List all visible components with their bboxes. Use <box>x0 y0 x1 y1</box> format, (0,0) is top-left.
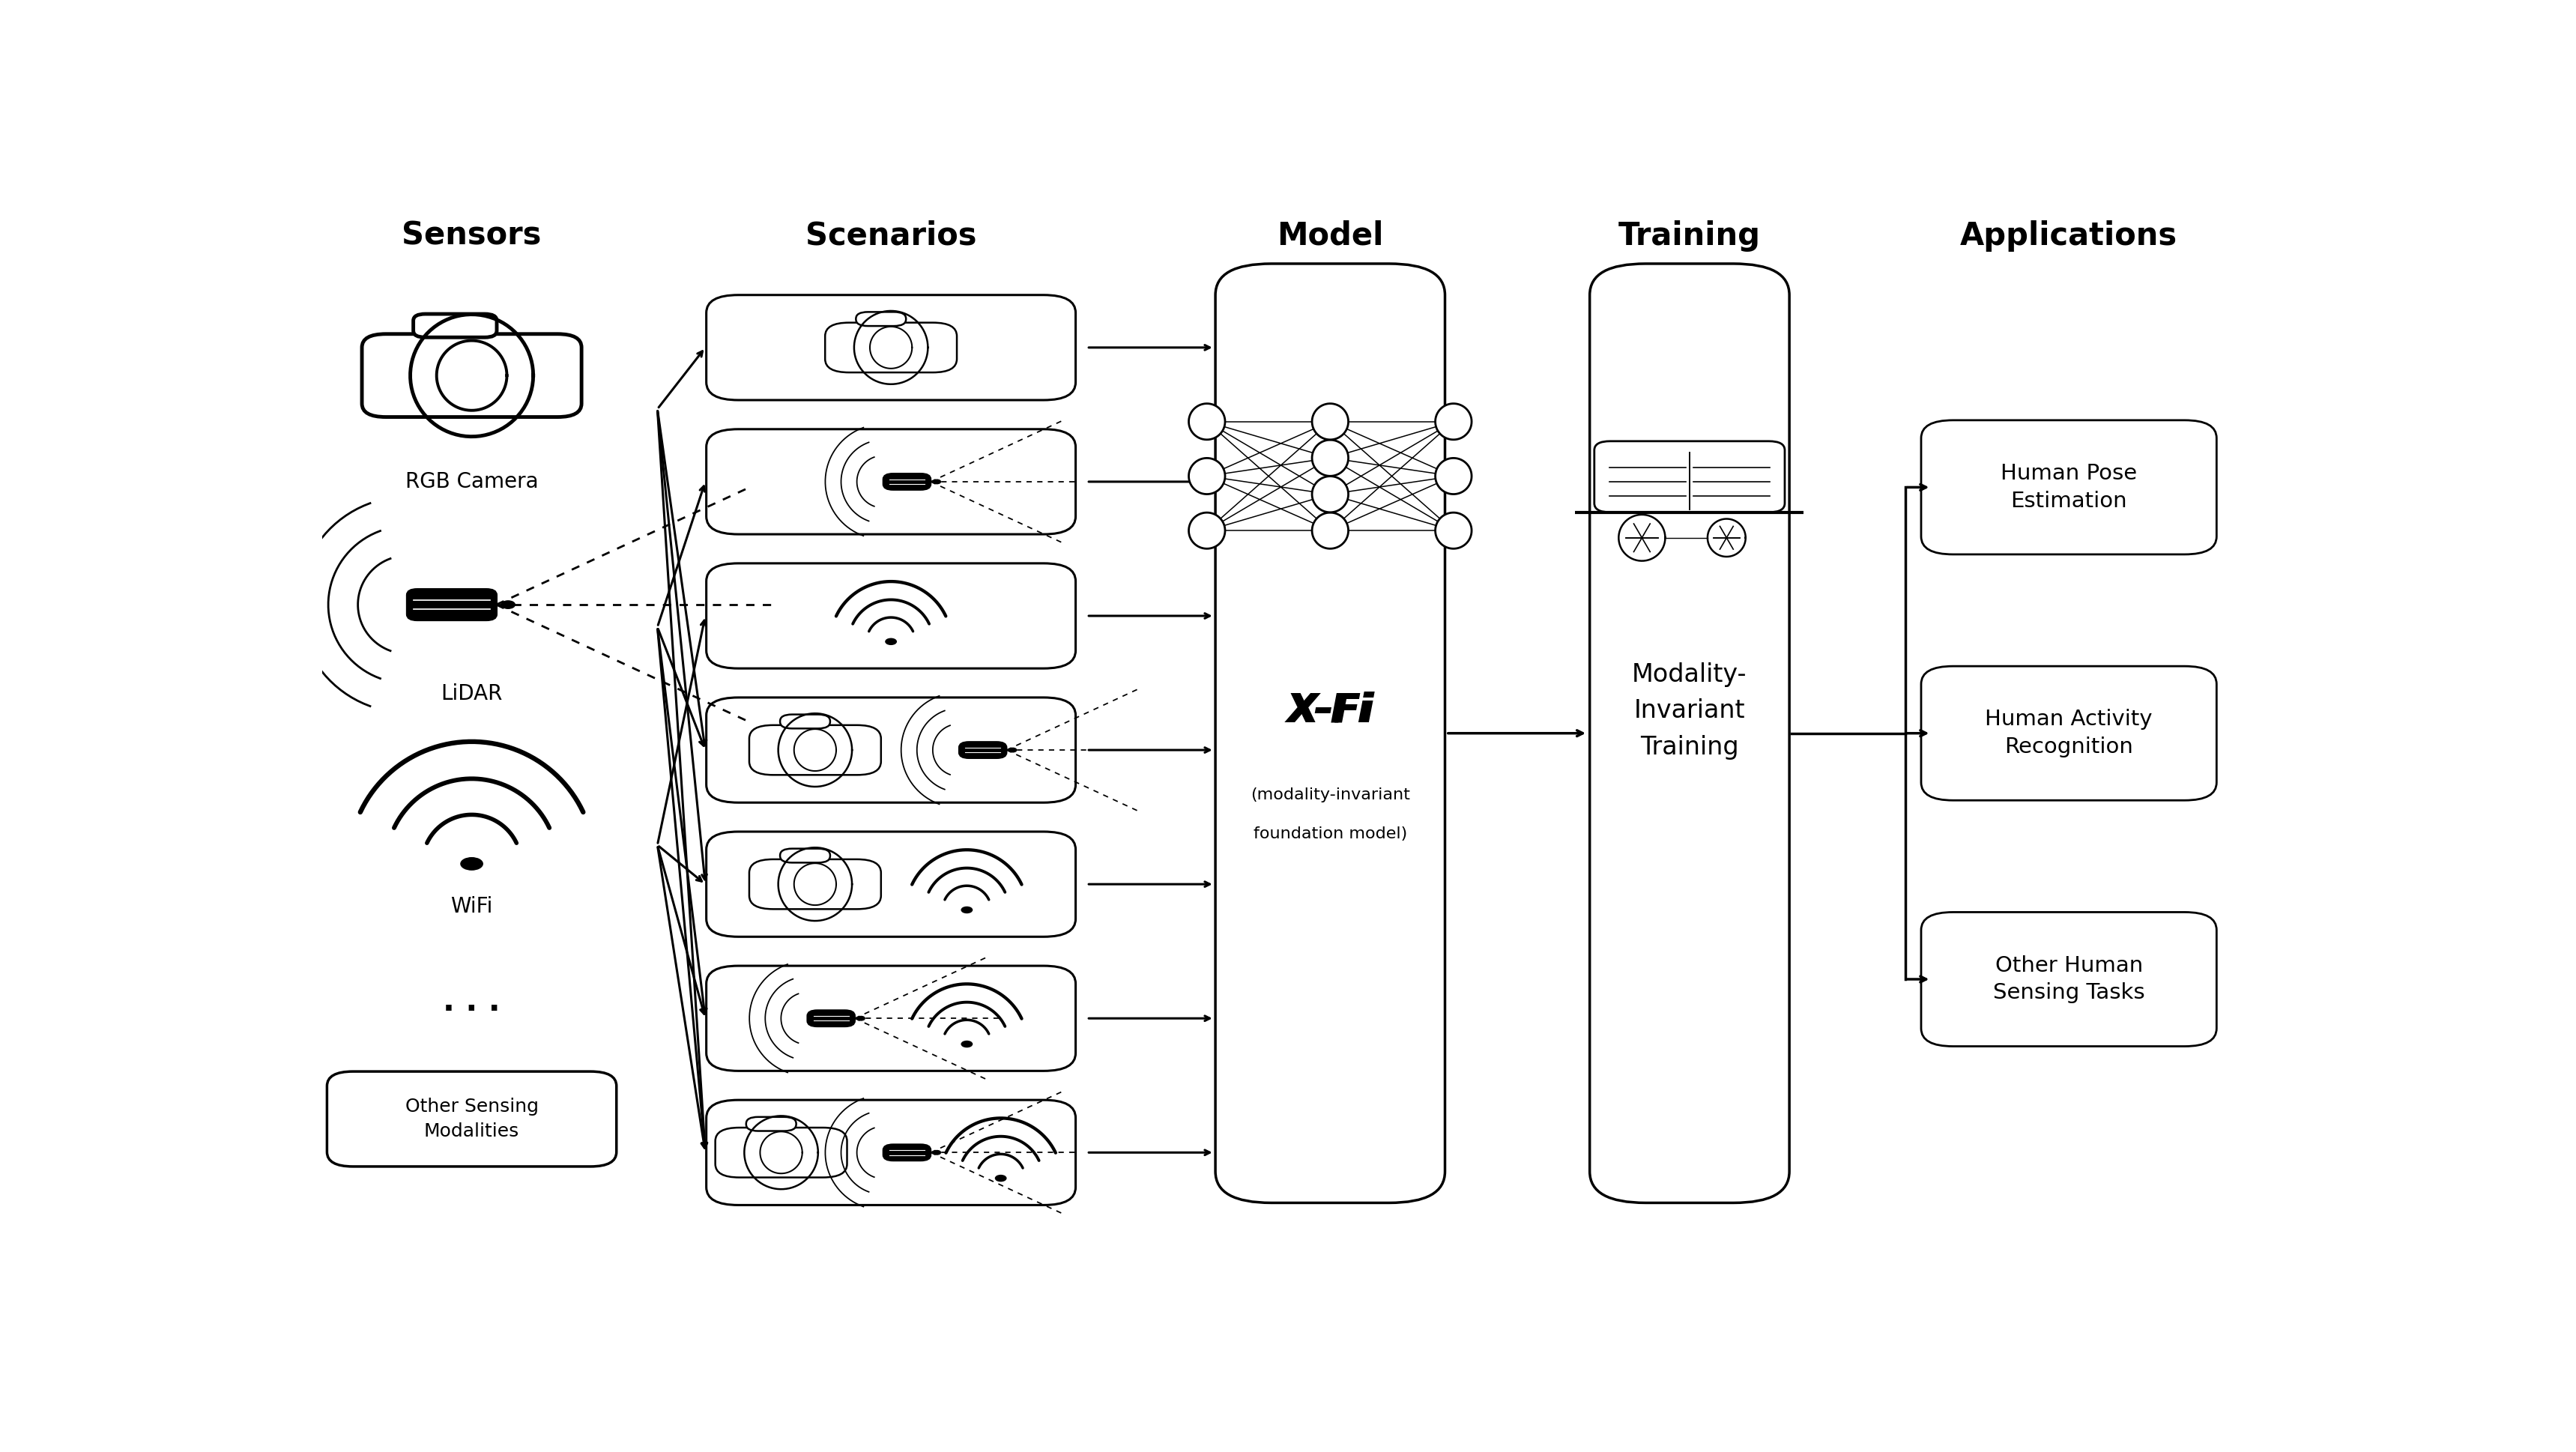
Text: . . .: . . . <box>443 986 500 1018</box>
FancyBboxPatch shape <box>706 430 1077 534</box>
Polygon shape <box>1435 513 1471 549</box>
Circle shape <box>461 858 482 870</box>
FancyBboxPatch shape <box>781 848 829 862</box>
FancyBboxPatch shape <box>706 563 1077 668</box>
Text: RGB Camera: RGB Camera <box>404 472 538 492</box>
Circle shape <box>933 1150 940 1154</box>
FancyBboxPatch shape <box>1922 420 2215 555</box>
Text: Applications: Applications <box>1960 221 2177 251</box>
FancyBboxPatch shape <box>407 590 497 620</box>
FancyBboxPatch shape <box>327 1072 616 1166</box>
Text: X-Fi: X-Fi <box>1288 691 1370 730</box>
Text: Human Activity
Recognition: Human Activity Recognition <box>1986 709 2154 758</box>
Text: WiFi: WiFi <box>451 896 492 918</box>
FancyBboxPatch shape <box>1595 441 1785 513</box>
Circle shape <box>858 1016 866 1021</box>
Text: Scenarios: Scenarios <box>806 221 976 251</box>
Circle shape <box>886 639 896 645</box>
Circle shape <box>502 601 515 608</box>
Text: Other Sensing
Modalities: Other Sensing Modalities <box>404 1098 538 1140</box>
FancyBboxPatch shape <box>706 1101 1077 1205</box>
Polygon shape <box>1311 513 1347 549</box>
FancyBboxPatch shape <box>706 966 1077 1072</box>
Text: Other Human
Sensing Tasks: Other Human Sensing Tasks <box>1994 955 2146 1003</box>
FancyBboxPatch shape <box>781 714 829 729</box>
Circle shape <box>961 1041 971 1047</box>
Polygon shape <box>1435 404 1471 440</box>
Polygon shape <box>1311 476 1347 513</box>
Text: LiDAR: LiDAR <box>440 684 502 704</box>
FancyBboxPatch shape <box>716 1128 848 1178</box>
Circle shape <box>1010 748 1018 752</box>
FancyBboxPatch shape <box>706 832 1077 937</box>
FancyBboxPatch shape <box>1922 912 2215 1047</box>
FancyBboxPatch shape <box>412 314 497 337</box>
Circle shape <box>961 908 971 913</box>
Polygon shape <box>1188 404 1226 440</box>
FancyBboxPatch shape <box>750 725 881 775</box>
Text: Sensors: Sensors <box>402 221 541 251</box>
Text: Human Pose
Estimation: Human Pose Estimation <box>2002 463 2138 511</box>
FancyBboxPatch shape <box>1216 264 1445 1202</box>
FancyBboxPatch shape <box>1589 264 1790 1202</box>
Polygon shape <box>1435 457 1471 494</box>
FancyBboxPatch shape <box>824 322 956 373</box>
Polygon shape <box>1188 513 1226 549</box>
FancyBboxPatch shape <box>806 1011 855 1027</box>
FancyBboxPatch shape <box>884 473 930 489</box>
FancyBboxPatch shape <box>706 697 1077 803</box>
FancyBboxPatch shape <box>855 312 907 327</box>
FancyBboxPatch shape <box>706 295 1077 401</box>
Text: Model: Model <box>1278 221 1383 251</box>
FancyBboxPatch shape <box>884 1144 930 1160</box>
Text: (modality-invariant: (modality-invariant <box>1249 787 1409 803</box>
FancyBboxPatch shape <box>747 1117 796 1131</box>
Polygon shape <box>1311 404 1347 440</box>
FancyBboxPatch shape <box>1922 666 2215 800</box>
FancyBboxPatch shape <box>958 742 1007 758</box>
Text: foundation model): foundation model) <box>1255 826 1406 841</box>
Polygon shape <box>1188 457 1226 494</box>
Text: Training: Training <box>1618 221 1762 251</box>
Circle shape <box>933 479 940 484</box>
Text: Modality-
Invariant
Training: Modality- Invariant Training <box>1633 662 1747 759</box>
FancyBboxPatch shape <box>361 334 582 417</box>
Circle shape <box>994 1175 1007 1182</box>
Polygon shape <box>1311 440 1347 476</box>
Text: $\bfit{X}$-$\bfit{Fi}$: $\bfit{X}$-$\bfit{Fi}$ <box>1285 691 1376 730</box>
FancyBboxPatch shape <box>750 860 881 909</box>
